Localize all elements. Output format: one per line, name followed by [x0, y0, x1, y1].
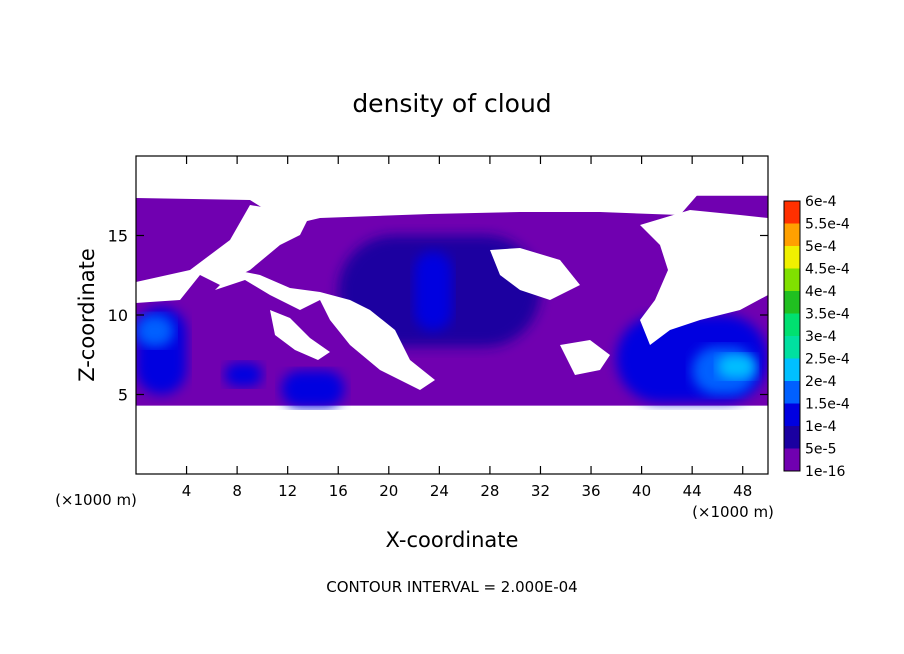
colorbar-label: 4.5e-4 [805, 262, 850, 278]
colorbar-swatch-4 [784, 358, 800, 381]
gap-1 [136, 156, 768, 225]
density-region-4 [281, 370, 345, 408]
colorbar-swatch-7 [784, 291, 800, 314]
gap-2 [136, 205, 310, 303]
colorbar-swatch-2 [784, 403, 800, 426]
x-axis-label: X-coordinate [386, 528, 519, 552]
density-region-9 [717, 354, 756, 379]
gap-7 [560, 340, 610, 375]
colorbar-swatch-0 [784, 448, 800, 471]
colorbar-label: 1.5e-4 [805, 397, 850, 413]
x-tick-label: 28 [480, 482, 499, 500]
x-unit-right: (×1000 m) [692, 503, 774, 521]
density-region-5 [414, 251, 452, 331]
colorbar-swatch-5 [784, 336, 800, 359]
colorbar: 1e-16 5e-5 1e-4 1.5e-4 2e-4 2.5e-4 3e-4 3.5e-4 4… [783, 194, 850, 480]
x-tick-label: 12 [278, 482, 297, 500]
chart-title: density of cloud [352, 89, 551, 118]
clear-air-gaps [136, 156, 768, 474]
colorbar-swatch-10 [784, 223, 800, 246]
colorbar-label: 4e-4 [805, 284, 837, 300]
colorbar-label: 6e-4 [805, 194, 837, 210]
x-tick-label: 44 [683, 482, 702, 500]
density-region-7 [136, 315, 174, 347]
x-unit-left: (×1000 m) [55, 491, 137, 509]
x-tick-label: 24 [430, 482, 449, 500]
colorbar-frame [783, 200, 801, 472]
x-tick-label: 4 [182, 482, 192, 500]
colorbar-label: 2e-4 [805, 374, 837, 390]
gap-4 [270, 310, 330, 360]
x-tick-label: 8 [232, 482, 242, 500]
colorbar-label: 5e-5 [805, 442, 836, 458]
colorbar-swatch-6 [784, 313, 800, 336]
gap-3 [215, 270, 435, 390]
colorbar-swatch-8 [784, 268, 800, 291]
density-region-3 [224, 362, 263, 387]
colorbar-label: 5e-4 [805, 239, 837, 255]
contour-interval-note: CONTOUR INTERVAL = 2.000E-04 [326, 578, 577, 596]
x-tick-label: 16 [329, 482, 348, 500]
colorbar-label: 5.5e-4 [805, 217, 850, 233]
x-tick-label: 40 [632, 482, 651, 500]
colorbar-swatch-3 [784, 381, 800, 404]
x-tick-label: 48 [733, 482, 752, 500]
colorbar-swatch-11 [784, 201, 800, 224]
y-axis-label: Z-coordinate [75, 248, 99, 382]
gap-8 [136, 410, 768, 474]
colorbar-label: 2.5e-4 [805, 352, 850, 368]
plot-field [136, 156, 768, 474]
y-axis-ticks: 5 10 15 [108, 227, 768, 405]
x-tick-label: 36 [581, 482, 600, 500]
colorbar-label: 3.5e-4 [805, 307, 850, 323]
y-tick-label: 10 [108, 306, 128, 325]
colorbar-swatch-9 [784, 246, 800, 269]
colorbar-label: 1e-16 [805, 464, 845, 480]
x-axis-ticks: 4 8 12 16 20 24 28 32 36 40 44 48 [182, 156, 752, 500]
y-tick-label: 5 [118, 386, 128, 405]
gap-6 [640, 210, 768, 345]
colorbar-label: 3e-4 [805, 329, 837, 345]
colorbar-label: 1e-4 [805, 419, 837, 435]
y-tick-label: 15 [108, 227, 128, 246]
x-tick-label: 20 [379, 482, 398, 500]
gap-5 [490, 248, 580, 300]
x-tick-label: 32 [531, 482, 550, 500]
colorbar-swatch-1 [784, 426, 800, 449]
